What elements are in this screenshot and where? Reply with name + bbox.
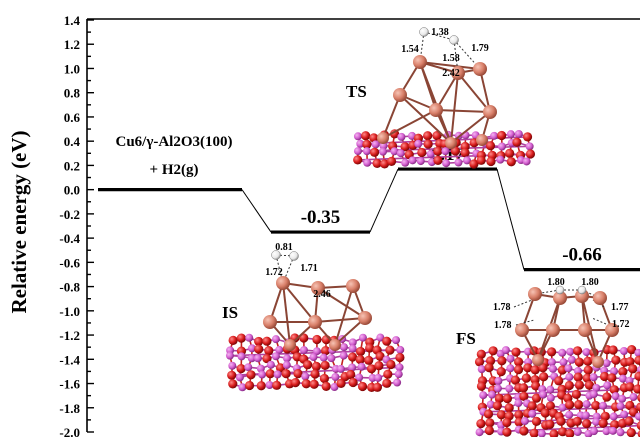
ts-bond-label-hh: 1.38 (431, 27, 449, 38)
ts-bond-label-right: 1.79 (471, 43, 489, 54)
is-bond-label-cucu: 2.46 (313, 289, 331, 300)
energy-connectors (242, 169, 524, 270)
y-tick-label: -0.8 (59, 280, 80, 295)
ts-bond-label-cucu: 2.42 (442, 68, 460, 79)
is-slab (226, 333, 405, 392)
y-tick-label: -1.2 (59, 328, 80, 343)
y-tick-label: 0.0 (64, 183, 80, 198)
y-tick-label: 1.0 (64, 61, 80, 76)
y-tick-label: 0.8 (64, 86, 81, 101)
y-tick-label: 1.2 (64, 37, 80, 52)
y-tick-label: -0.6 (59, 255, 80, 270)
reactant-label-line2: + H2(g) (150, 162, 199, 178)
fs-bond-label-left-1: 1.78 (493, 302, 511, 313)
y-tick-labels: 1.4 1.2 1.0 0.8 0.6 0.4 0.2 0.0 -0.2 -0.4 -0.6 -0.8… (59, 13, 80, 437)
energy-value-label-is: -0.35 (301, 207, 341, 228)
fs-bond-label-right-2: 1.72 (612, 319, 630, 330)
y-tick-label: -0.2 (59, 207, 80, 222)
is-bond-label-hh: 0.81 (275, 242, 293, 253)
ts-bond-label-left: 1.54 (401, 44, 419, 55)
reactant-label-line1: Cu6/γ-Al2O3(100) (115, 134, 232, 150)
y-tick-label: -1.0 (59, 304, 80, 319)
y-tick-label: -1.6 (59, 377, 80, 392)
fs-structure: 1.80 1.80 1.78 1.77 1.78 1.72 FS (456, 277, 640, 437)
is-bond-label-right: 1.71 (300, 263, 318, 274)
ts-bond-label-mid: 1.58 (442, 53, 460, 64)
ts-structure: 1.38 1.54 1.79 1.58 2.42 TS (346, 27, 535, 169)
fs-structure-label: FS (456, 329, 476, 348)
ts-cluster (383, 62, 490, 143)
fs-bond-label-top-right: 1.80 (581, 277, 599, 288)
y-tick-label: 1.4 (64, 13, 81, 28)
fs-bond-label-right-1: 1.77 (611, 302, 629, 313)
y-tick-label: 0.4 (64, 134, 81, 149)
y-ticks (87, 20, 94, 432)
y-tick-label: -1.8 (59, 401, 80, 416)
fs-slab (475, 345, 640, 437)
fs-bond-label-left-2: 1.78 (494, 320, 512, 331)
is-structure-label: IS (222, 303, 238, 322)
is-bond-label-left: 1.72 (265, 267, 283, 278)
is-structure: 0.81 1.72 1.71 2.46 IS (222, 242, 405, 392)
y-tick-label: -2.0 (59, 425, 80, 437)
energy-connector (370, 169, 398, 232)
energy-value-label-fs: -0.66 (562, 245, 602, 266)
fs-cu-atoms (515, 287, 619, 368)
y-tick-label: 0.2 (64, 158, 80, 173)
y-tick-label: -1.4 (59, 352, 80, 367)
y-axis-label: Relative energy (eV) (7, 130, 31, 313)
energy-connector (497, 169, 524, 270)
y-tick-label: -0.4 (59, 231, 80, 246)
y-tick-label: 0.6 (64, 110, 81, 125)
energy-levels (98, 169, 640, 270)
is-bond-labels: 0.81 1.72 1.71 2.46 (265, 242, 331, 300)
fs-bond-label-top-left: 1.80 (547, 277, 565, 288)
ts-structure-label: TS (346, 82, 367, 101)
energy-connector (242, 190, 271, 232)
